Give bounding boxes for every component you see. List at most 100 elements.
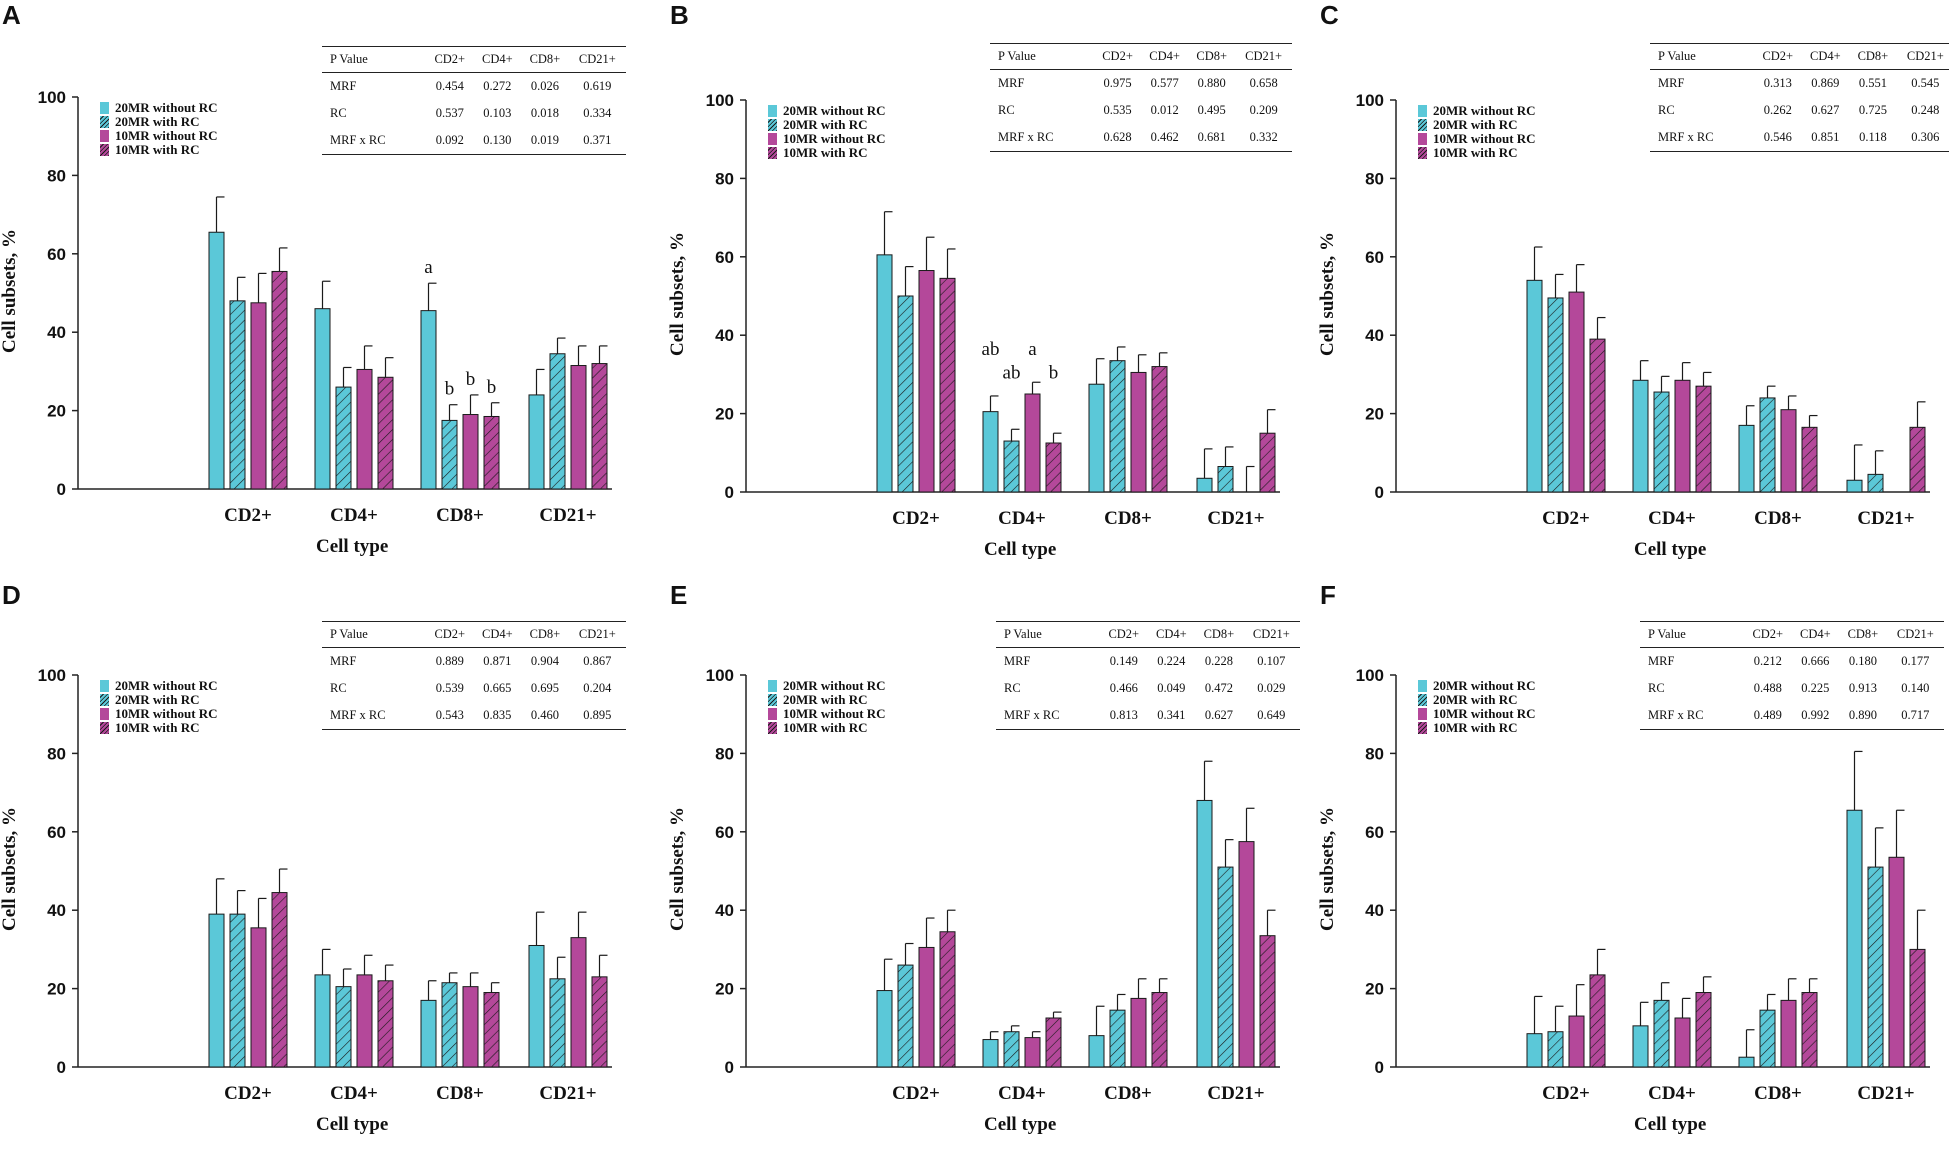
y-tick-label: 20 bbox=[1365, 980, 1384, 999]
bar-cd2-s2 bbox=[1547, 297, 1564, 493]
y-tick-label: 80 bbox=[715, 744, 734, 763]
bar-cd21-s4 bbox=[1259, 935, 1276, 1068]
bar-cd4-s1 bbox=[982, 1039, 999, 1068]
legend-item: 20MR without RC bbox=[1418, 104, 1536, 118]
bar-cd21-s4 bbox=[1909, 426, 1926, 493]
p-value-table: P Value CD2+ CD4+ CD8+ CD21+ MRF 0.212 0.666 0.1… bbox=[1640, 621, 1944, 730]
p-table-value: 0.539 bbox=[435, 681, 464, 695]
p-table-header-cell: CD21+ bbox=[1242, 621, 1300, 648]
x-category-label: CD2+ bbox=[224, 505, 272, 526]
x-category-label: CD8+ bbox=[436, 1083, 484, 1104]
bar-cd4-s3 bbox=[1024, 393, 1041, 493]
p-table-value: 0.180 bbox=[1848, 654, 1877, 668]
p-table-value: 0.867 bbox=[583, 654, 612, 668]
p-table-value: 0.228 bbox=[1204, 654, 1233, 668]
legend-item: 10MR with RC bbox=[1418, 721, 1536, 735]
p-table-value: 0.895 bbox=[568, 702, 626, 730]
legend-swatch bbox=[768, 133, 777, 145]
p-table-row: RC 0.539 0.665 0.695 0.204 bbox=[322, 675, 626, 702]
y-axis-label: Cell subsets, % bbox=[1317, 806, 1338, 932]
bar-cd2-s3 bbox=[250, 927, 267, 1068]
y-tick-label: 0 bbox=[725, 1058, 734, 1077]
p-table-header-cell: CD2+ bbox=[1094, 43, 1142, 70]
significance-letter: b bbox=[487, 377, 497, 398]
p-table-row: RC 0.262 0.627 0.725 0.248 bbox=[1650, 97, 1949, 124]
bar-cd21-s2 bbox=[549, 353, 566, 490]
legend-label: 20MR with RC bbox=[783, 117, 868, 133]
p-table-value: 0.049 bbox=[1157, 681, 1186, 695]
bar-cd8-s1 bbox=[1738, 1056, 1755, 1068]
x-category-label: CD8+ bbox=[436, 505, 484, 526]
p-table-header-cell: CD4+ bbox=[1801, 43, 1850, 70]
legend-label: 10MR without RC bbox=[783, 131, 886, 147]
x-axis-label: Cell type bbox=[316, 1114, 389, 1135]
p-table-value: 0.204 bbox=[583, 681, 612, 695]
x-axis-label: Cell type bbox=[1634, 1114, 1707, 1135]
bar-cd21-s1 bbox=[1196, 799, 1213, 1068]
legend-swatch bbox=[100, 102, 109, 114]
legend-item: 10MR without RC bbox=[1418, 132, 1536, 146]
chart-panel-f: 0 20 40 60 80 100 CD2+ CD4+ CD8+ CD21+ F Cell subse… bbox=[1317, 578, 1949, 1153]
legend-swatch bbox=[768, 680, 777, 692]
y-axis-label: Cell subsets, % bbox=[0, 806, 20, 932]
p-table-row-label: RC bbox=[1004, 681, 1021, 695]
legend-label: 10MR without RC bbox=[1433, 706, 1536, 722]
x-category-label: CD8+ bbox=[1754, 1083, 1802, 1104]
legend-swatch bbox=[100, 116, 109, 128]
legend-label: 20MR without RC bbox=[783, 678, 886, 694]
bar-cd2-s1 bbox=[876, 990, 893, 1068]
p-table-value: 0.543 bbox=[426, 702, 474, 730]
chart-panel-d: 0 20 40 60 80 100 CD2+ CD4+ CD8+ CD21+ D Cell subse… bbox=[0, 578, 650, 1153]
p-table-value: 0.177 bbox=[1901, 654, 1930, 668]
legend-label: 10MR without RC bbox=[115, 706, 218, 722]
chart-panel-c: 0 20 40 60 80 100 CD2+ CD4+ CD8+ CD21+ C Cell subse… bbox=[1317, 0, 1949, 578]
p-table-value: 0.107 bbox=[1257, 654, 1286, 668]
bar-cd8-s3 bbox=[1130, 371, 1147, 493]
p-table-value: 0.681 bbox=[1188, 124, 1236, 152]
legend-item: 20MR without RC bbox=[100, 101, 218, 115]
bar-cd21-s1 bbox=[1196, 477, 1213, 493]
p-table-value: 0.212 bbox=[1753, 654, 1782, 668]
p-table-row-label: MRF x RC bbox=[990, 124, 1094, 152]
bar-cd8-s2 bbox=[1759, 397, 1776, 493]
bar-cd4-s2 bbox=[1003, 440, 1020, 493]
legend-swatch bbox=[100, 694, 109, 706]
legend-item: 20MR without RC bbox=[100, 679, 218, 693]
legend-label: 10MR without RC bbox=[115, 128, 218, 144]
legend: 20MR without RC 20MR with RC 10MR without … bbox=[1418, 104, 1536, 160]
bar-cd4-s4 bbox=[377, 980, 394, 1068]
y-tick-label: 80 bbox=[715, 169, 734, 188]
bar-cd21-s2 bbox=[1217, 466, 1234, 493]
bar-cd8-s2 bbox=[1109, 1009, 1126, 1068]
p-table-header-cell: P Value bbox=[322, 46, 426, 73]
p-value-table: P Value CD2+ CD4+ CD8+ CD21+ MRF 0.313 0.869 0.5… bbox=[1650, 43, 1949, 152]
legend-label: 10MR with RC bbox=[115, 142, 200, 158]
bar-cd4-s2 bbox=[335, 386, 352, 490]
p-table-header-cell: P Value bbox=[322, 621, 426, 648]
x-category-label: CD4+ bbox=[998, 1083, 1046, 1104]
bar-cd2-s3 bbox=[918, 270, 935, 493]
p-table-row: RC 0.466 0.049 0.472 0.029 bbox=[996, 675, 1300, 702]
bar-cd21-s4 bbox=[591, 976, 608, 1068]
x-category-label: CD8+ bbox=[1754, 508, 1802, 529]
p-value-table: P Value CD2+ CD4+ CD8+ CD21+ MRF 0.454 0.272 0.0… bbox=[322, 46, 626, 155]
x-category-label: CD8+ bbox=[1104, 508, 1152, 529]
x-axis-label: Cell type bbox=[1634, 539, 1707, 560]
p-table-value: 0.658 bbox=[1249, 76, 1278, 90]
bar-cd2-s4 bbox=[939, 931, 956, 1068]
bar-cd2-s2 bbox=[229, 913, 246, 1068]
p-table-value: 0.495 bbox=[1197, 103, 1226, 117]
p-table-row: MRF 0.313 0.869 0.551 0.545 bbox=[1650, 70, 1949, 98]
x-category-label: CD21+ bbox=[1857, 1083, 1914, 1104]
legend-swatch bbox=[768, 722, 777, 734]
bar-cd8-s4 bbox=[483, 992, 500, 1068]
bar-cd2-s2 bbox=[229, 300, 246, 490]
p-table-value: 0.627 bbox=[1811, 103, 1840, 117]
y-tick-label: 60 bbox=[47, 245, 66, 264]
bar-cd8-s2 bbox=[441, 982, 458, 1068]
legend-item: 20MR with RC bbox=[768, 118, 886, 132]
legend-swatch bbox=[1418, 722, 1427, 734]
bar-cd8-s2 bbox=[1109, 360, 1126, 493]
